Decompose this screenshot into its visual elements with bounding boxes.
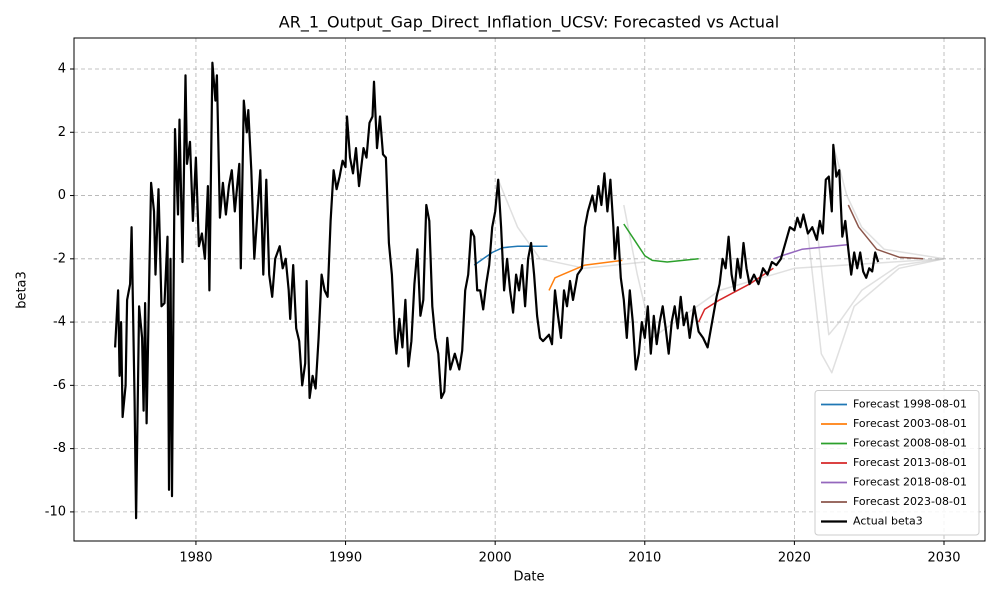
series-line: [623, 223, 699, 263]
forecast-path: [816, 227, 945, 336]
y-axis-label: beta3: [15, 271, 30, 309]
y-tick-label: -4: [53, 315, 66, 330]
series-line: [473, 245, 548, 266]
legend-label: Forecast 2013-08-01: [853, 456, 967, 469]
x-tick-label: 1980: [179, 551, 212, 566]
forecast-path: [807, 233, 945, 374]
x-tick-label: 2020: [778, 551, 811, 566]
legend-label: Actual beta3: [853, 515, 923, 528]
y-tick-label: -10: [45, 504, 66, 519]
plot-frame: [73, 37, 986, 542]
y-tick-label: -2: [53, 251, 66, 266]
legend: [814, 390, 980, 536]
x-tick-label: 2010: [628, 551, 661, 566]
y-tick-label: 2: [58, 125, 66, 140]
legend-label: Forecast 2008-08-01: [853, 437, 967, 450]
forecast-path: [832, 144, 945, 260]
series-line: [697, 267, 774, 323]
chart-title: AR_1_Output_Gap_Direct_Inflation_UCSV: F…: [279, 13, 779, 33]
forecast-path: [623, 204, 945, 339]
legend-label: Forecast 1998-08-01: [853, 398, 967, 411]
y-tick-label: -8: [53, 441, 66, 456]
x-tick-label: 2000: [479, 551, 512, 566]
series-line: [847, 204, 924, 260]
legend-label: Forecast 2018-08-01: [853, 476, 967, 489]
forecast-path: [497, 179, 645, 270]
y-tick-label: 4: [58, 62, 66, 77]
legend-label: Forecast 2003-08-01: [853, 417, 967, 430]
y-tick-label: 0: [58, 188, 66, 203]
x-axis-label: Date: [513, 570, 544, 585]
y-tick-label: -6: [53, 378, 66, 393]
series-line: [548, 259, 623, 291]
x-tick-label: 2030: [927, 551, 960, 566]
series-line: [114, 61, 880, 520]
legend-label: Forecast 2023-08-01: [853, 495, 967, 508]
x-tick-label: 1990: [329, 551, 362, 566]
